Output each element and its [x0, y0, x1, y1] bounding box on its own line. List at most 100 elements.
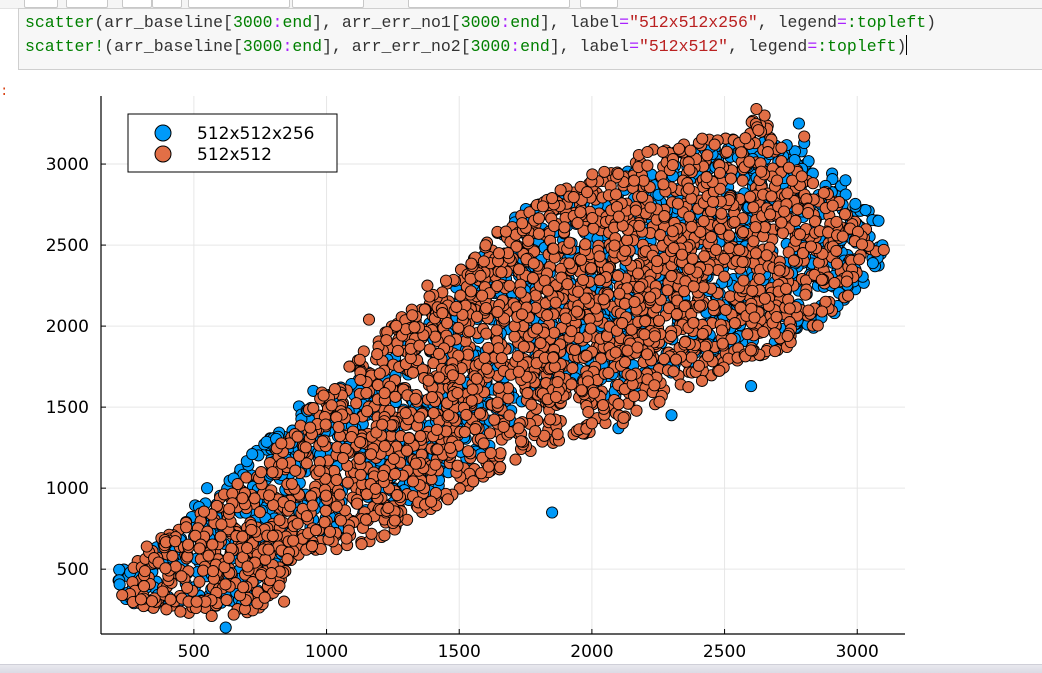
data-point: [169, 535, 182, 548]
data-point: [474, 269, 487, 282]
data-point: [687, 316, 700, 329]
data-point: [791, 203, 804, 216]
data-point: [586, 211, 599, 225]
data-point: [799, 288, 812, 301]
data-point: [559, 312, 572, 325]
toolbar-button[interactable]: [292, 0, 364, 8]
data-point: [593, 250, 606, 263]
data-point: [549, 296, 562, 309]
data-point: [328, 383, 341, 396]
data-point: [409, 457, 422, 470]
code-token: end: [292, 37, 323, 56]
data-point: [596, 399, 610, 412]
data-point: [551, 376, 564, 389]
data-point: [587, 222, 600, 235]
data-point: [842, 289, 855, 302]
data-point: [436, 307, 449, 320]
toolbar-button[interactable]: [66, 0, 108, 8]
data-point: [839, 174, 852, 187]
data-point: [414, 430, 427, 443]
toolbar-button[interactable]: [152, 0, 182, 8]
data-point: [735, 146, 748, 159]
data-point: [255, 466, 268, 479]
data-point: [522, 234, 535, 247]
data-point: [530, 322, 544, 335]
code-token: scatter: [25, 13, 95, 32]
data-point: [134, 593, 148, 606]
toolbar-button[interactable]: [24, 0, 58, 8]
data-point: [753, 272, 766, 286]
legend-label: 512x512x256: [197, 124, 314, 144]
data-point: [266, 466, 279, 479]
data-point: [696, 327, 709, 340]
data-point: [580, 349, 593, 362]
data-point: [488, 413, 501, 426]
data-point: [776, 226, 789, 240]
data-point: [657, 178, 670, 191]
data-point: [644, 291, 657, 304]
data-point: [546, 506, 559, 519]
data-point: [693, 299, 706, 312]
data-point: [517, 340, 530, 353]
code-token: , legend: [757, 13, 838, 32]
data-point: [353, 353, 366, 366]
data-point: [240, 471, 253, 484]
data-point: [801, 206, 815, 220]
data-point: [373, 367, 386, 380]
data-point: [138, 565, 151, 578]
data-point: [609, 346, 622, 359]
data-point: [388, 514, 401, 527]
data-point: [697, 215, 710, 228]
data-point: [781, 329, 794, 343]
data-point: [585, 262, 598, 275]
data-point: [175, 570, 188, 583]
data-point: [532, 227, 545, 240]
data-point: [698, 250, 711, 263]
data-point: [237, 581, 250, 594]
data-point: [258, 591, 271, 604]
code-cell-input[interactable]: scatter(arr_baseline[3000:end], arr_err_…: [18, 8, 1042, 70]
data-point: [675, 248, 689, 261]
data-point: [369, 482, 382, 495]
data-point: [737, 274, 750, 287]
code-line-1[interactable]: scatter(arr_baseline[3000:end], arr_err_…: [25, 11, 936, 35]
toolbar-button[interactable]: [122, 0, 152, 8]
code-line-2[interactable]: scatter!(arr_baseline[3000:end], arr_err…: [25, 35, 908, 59]
x-tick-label: 3000: [836, 642, 879, 662]
data-point: [255, 568, 268, 582]
data-point: [180, 521, 193, 534]
output-prompt: :: [0, 84, 9, 100]
cell-type-select[interactable]: [408, 0, 570, 8]
data-point: [205, 609, 218, 623]
data-point: [430, 423, 443, 436]
data-point: [526, 271, 539, 285]
code-token: ], label: [549, 37, 630, 56]
data-point: [781, 187, 794, 200]
data-point: [425, 495, 438, 508]
toolbar-button[interactable]: [188, 0, 290, 8]
data-point: [771, 174, 784, 187]
data-point: [362, 313, 376, 326]
data-point: [548, 326, 561, 339]
data-point: [514, 286, 527, 299]
data-point: [760, 249, 773, 262]
data-point: [611, 269, 625, 282]
data-point: [638, 328, 651, 341]
data-point: [746, 284, 759, 297]
data-point: [409, 392, 422, 405]
data-point: [341, 476, 354, 489]
code-token: "512x512x256": [629, 13, 758, 32]
data-point: [289, 464, 302, 477]
data-point: [778, 205, 791, 218]
data-point: [792, 117, 805, 130]
data-point: [350, 397, 363, 410]
data-point: [309, 524, 323, 537]
data-point: [431, 443, 444, 456]
toolbar-button[interactable]: [580, 0, 618, 8]
data-point: [713, 166, 726, 179]
data-point: [853, 253, 866, 266]
data-point: [478, 351, 491, 364]
data-point: [549, 390, 563, 404]
